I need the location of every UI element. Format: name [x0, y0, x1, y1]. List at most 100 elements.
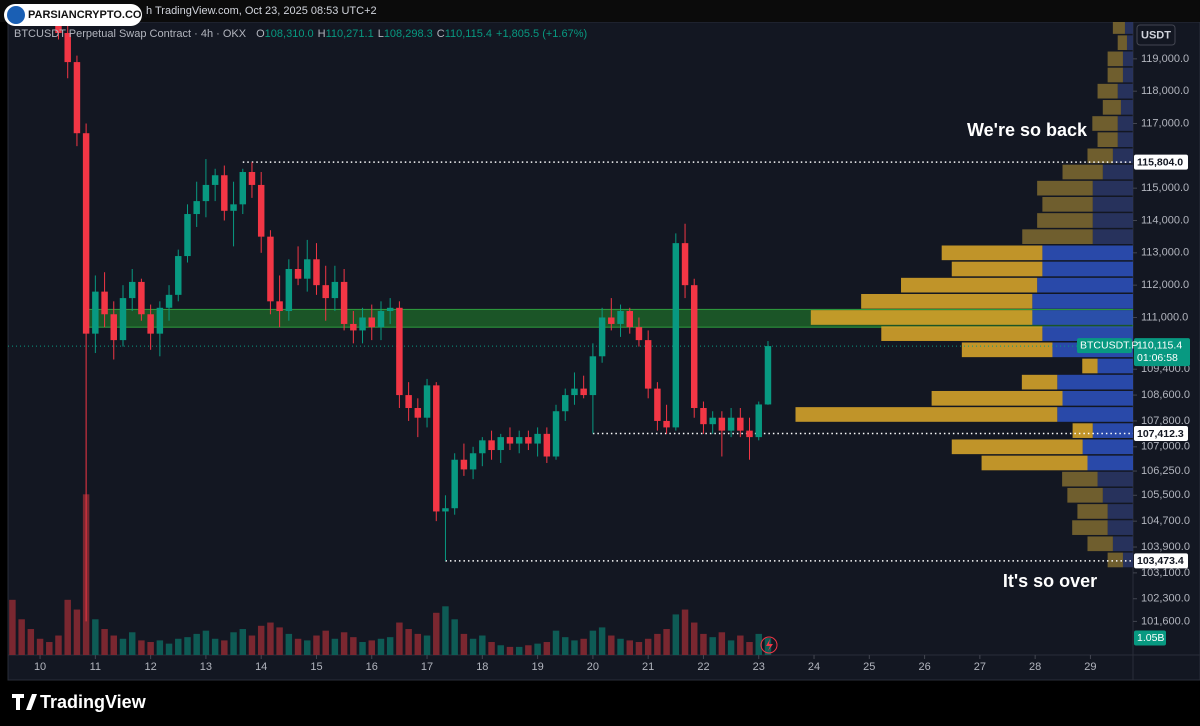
- profile-down: [931, 390, 1063, 406]
- volume-bar: [525, 645, 532, 655]
- candle-body: [101, 291, 108, 315]
- x-tick-label: 29: [1084, 661, 1096, 673]
- profile-up: [1122, 552, 1133, 568]
- profile-down: [951, 261, 1043, 277]
- volume-bar: [230, 632, 237, 655]
- candle-body: [211, 175, 219, 185]
- volume-bar: [294, 638, 302, 655]
- y-tick-label: 102,300.0: [1141, 593, 1190, 605]
- candle-body: [552, 411, 560, 457]
- volume-bar: [672, 614, 680, 655]
- x-tick-label: 26: [918, 661, 930, 673]
- candle-body: [175, 256, 182, 295]
- candle-body: [442, 508, 449, 512]
- profile-up: [1107, 504, 1133, 519]
- volume-bar: [110, 635, 117, 655]
- y-tick-label: 109,400.0: [1141, 363, 1190, 375]
- volume-bar: [304, 640, 311, 655]
- ohlc-key: H: [318, 28, 326, 40]
- x-tick-label: 12: [145, 661, 157, 673]
- volume-bar: [359, 642, 366, 655]
- candle-body: [414, 408, 422, 418]
- countdown: 01:06:58: [1137, 352, 1178, 364]
- profile-up: [1112, 536, 1133, 552]
- y-tick-label: 101,600.0: [1141, 615, 1190, 627]
- candle-body: [543, 433, 551, 457]
- volume-bar: [239, 629, 247, 655]
- volume-bar: [202, 630, 210, 655]
- candle-body: [755, 404, 762, 438]
- profile-up: [1097, 471, 1133, 487]
- profile-up: [1097, 358, 1133, 374]
- candle-body: [304, 259, 311, 279]
- level-label: 115,804.0: [1137, 156, 1183, 168]
- candle-body: [534, 433, 541, 444]
- watermark-badge: [4, 4, 142, 26]
- profile-down: [1037, 213, 1093, 228]
- alert-icon-bolt: [766, 639, 773, 651]
- volume-bar: [562, 637, 569, 655]
- candle-body: [165, 294, 173, 308]
- profile-down: [861, 293, 1033, 309]
- profile-up: [1102, 487, 1133, 503]
- volume-bar: [211, 638, 219, 655]
- candle-body: [681, 243, 689, 286]
- candle-body: [663, 420, 670, 428]
- volume-bar: [101, 629, 108, 655]
- candle-body: [285, 268, 293, 312]
- volume-bar: [571, 640, 578, 655]
- y-tick-label: 108,600.0: [1141, 389, 1190, 401]
- candle-body: [119, 298, 127, 341]
- volume-bar: [119, 638, 127, 655]
- x-tick-label: 21: [642, 661, 654, 673]
- watermark: PARSIANCRYPTO.COM h TradingView.com, Oct…: [0, 0, 1200, 26]
- candle-body: [156, 307, 164, 334]
- profile-down: [1062, 471, 1098, 487]
- annotation: We're so back: [967, 120, 1088, 140]
- profile-up: [1117, 132, 1133, 148]
- y-tick-label: 118,000.0: [1141, 85, 1189, 97]
- volume-bar: [377, 638, 385, 655]
- volume-bar: [746, 642, 753, 655]
- candle-body: [239, 172, 247, 205]
- profile-down: [1117, 35, 1127, 51]
- candle-body: [368, 317, 375, 328]
- watermark-text: PARSIANCRYPTO.COM: [28, 9, 151, 21]
- candle-body: [562, 395, 569, 412]
- profile-up: [1087, 455, 1133, 471]
- profile-down: [1067, 487, 1103, 503]
- y-tick-label: 106,250.0: [1141, 465, 1190, 477]
- profile-down: [1097, 83, 1118, 99]
- candle-body: [340, 281, 348, 324]
- x-tick-label: 17: [421, 661, 433, 673]
- profile-up: [1092, 229, 1133, 244]
- candle-body: [313, 259, 320, 286]
- chart-title: BTCUSDT Perpetual Swap Contract · 4h · O…: [14, 28, 247, 40]
- alert-icon[interactable]: [760, 636, 778, 654]
- level-label-box: [1134, 154, 1188, 170]
- currency-box[interactable]: [1136, 24, 1176, 46]
- y-tick-label: 117,000.0: [1141, 117, 1189, 129]
- ohlc-key: O: [256, 28, 265, 40]
- volume-bar: [92, 619, 99, 655]
- volume-bar: [580, 638, 587, 655]
- candle-body: [377, 311, 385, 328]
- candle-body: [396, 307, 403, 396]
- profile-up: [1042, 326, 1133, 341]
- ohlc-key: C: [437, 28, 445, 40]
- candle-body: [202, 184, 210, 202]
- volume-bar: [635, 642, 643, 655]
- profile-up: [1120, 100, 1133, 115]
- x-tick-label: 10: [34, 661, 46, 673]
- candle-body: [331, 281, 339, 299]
- profile-down: [1112, 22, 1125, 34]
- profile-down: [1062, 164, 1103, 180]
- volume-bar: [257, 625, 265, 655]
- x-tick-label: 16: [366, 661, 378, 673]
- volume-bar: [340, 632, 348, 655]
- candle-body: [82, 133, 90, 334]
- profile-down: [1097, 132, 1118, 148]
- volume-bar: [451, 619, 458, 655]
- volume-bar: [156, 640, 164, 655]
- profile-up: [1062, 390, 1133, 406]
